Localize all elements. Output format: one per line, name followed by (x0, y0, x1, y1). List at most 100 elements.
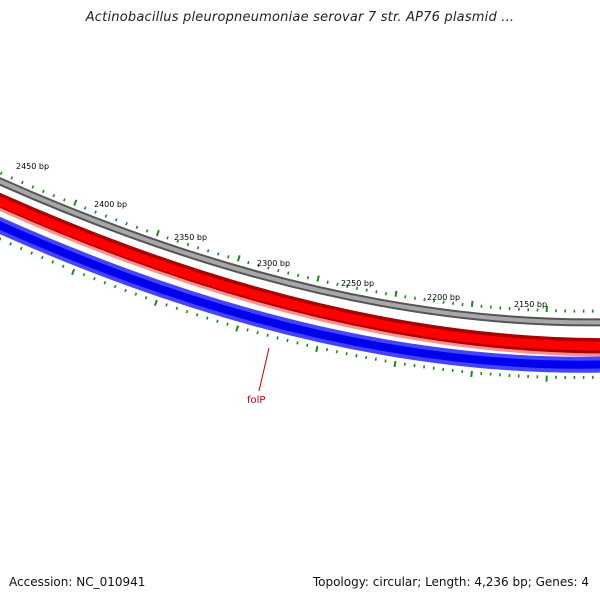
tick-mark (10, 176, 14, 180)
accession-text: Accession: NC_010941 (9, 575, 146, 589)
gene-pointer-folP (258, 347, 270, 392)
tick-mark (404, 295, 407, 299)
tick-mark (71, 268, 76, 276)
tick-label-2200: 2200 bp (427, 293, 460, 302)
tick-mark (176, 239, 179, 243)
tick-label-2450: 2450 bp (16, 162, 49, 171)
tick-mark (365, 355, 368, 360)
tick-mark (9, 242, 12, 246)
tick-mark (73, 199, 78, 206)
tick-mark (125, 221, 128, 226)
tick-mark (40, 255, 44, 260)
tick-mark (315, 345, 319, 353)
tick-mark (355, 286, 359, 290)
forward-strand-track (0, 192, 600, 357)
tick-mark (256, 330, 259, 335)
tick-mark (297, 273, 300, 278)
tick-mark (266, 333, 269, 338)
tick-mark (166, 236, 169, 240)
tick-mark (186, 242, 190, 247)
tick-mark (326, 280, 329, 284)
tick-mark (124, 288, 127, 293)
tick-mark (114, 218, 118, 222)
tick-mark (403, 362, 406, 366)
tick-label-2400: 2400 bp (94, 200, 127, 209)
tick-label-2350: 2350 bp (174, 233, 207, 242)
tick-mark (346, 284, 349, 288)
tick-mark (206, 316, 209, 320)
tick-mark (144, 296, 148, 300)
tick-mark (277, 268, 280, 273)
inner-ticks (0, 237, 594, 382)
tick-mark (217, 252, 220, 256)
tick-mark (82, 273, 86, 277)
tick-mark (306, 343, 309, 347)
summary-text: Topology: circular; Length: 4,236 bp; Ge… (312, 575, 589, 589)
tick-mark (365, 288, 368, 292)
tick-mark (51, 260, 55, 264)
tick-mark (267, 266, 270, 270)
tick-mark (185, 309, 189, 314)
tick-mark (165, 303, 168, 307)
tick-mark (470, 300, 474, 307)
tick-mark (21, 180, 24, 185)
backbone-track (0, 177, 600, 327)
tick-mark (175, 306, 179, 310)
outer-ticks (0, 171, 594, 313)
tick-mark (276, 336, 279, 340)
tick-mark (235, 325, 239, 332)
tick-mark (316, 275, 320, 282)
tick-mark (247, 260, 250, 265)
tick-mark (30, 251, 34, 255)
tick-mark (325, 348, 329, 352)
tick-mark (394, 290, 398, 297)
tick-mark (257, 263, 260, 268)
tick-mark (94, 210, 97, 214)
tick-mark (385, 291, 388, 296)
tick-mark (206, 249, 210, 253)
tick-mark (470, 370, 473, 378)
tick-label-2300: 2300 bp (257, 259, 290, 268)
tick-mark (19, 246, 23, 251)
tick-mark (393, 360, 397, 368)
tick-mark (113, 284, 117, 289)
tick-mark (345, 352, 348, 356)
tick-mark (216, 319, 219, 323)
tick-mark (335, 350, 338, 354)
tick-mark (195, 313, 199, 317)
tick-mark (355, 354, 358, 358)
tick-mark (246, 328, 249, 332)
tick-mark (52, 194, 56, 198)
tick-mark (31, 185, 35, 189)
tick-mark (306, 276, 310, 280)
tick-label-2250: 2250 bp (341, 279, 374, 288)
gene-label-folP[interactable]: folP (247, 395, 265, 406)
tick-mark (196, 246, 200, 250)
tick-mark (287, 271, 290, 275)
tick-mark (237, 255, 241, 262)
tick-mark (103, 281, 107, 285)
tick-label-2150: 2150 bp (514, 300, 547, 309)
tick-mark (61, 264, 65, 269)
tick-mark (226, 322, 229, 326)
tick-mark (286, 338, 289, 343)
reverse-strand-track (0, 216, 600, 373)
tick-mark (104, 214, 108, 218)
tick-mark (83, 206, 87, 210)
tick-mark (134, 292, 138, 296)
tick-mark (145, 229, 149, 233)
tick-mark (413, 296, 416, 300)
tick-mark (227, 255, 230, 259)
tick-mark (374, 357, 377, 361)
tick-mark (42, 189, 45, 194)
tick-mark (0, 171, 3, 176)
tick-mark (296, 341, 299, 345)
tick-mark (375, 290, 378, 294)
tick-mark (63, 198, 66, 202)
tick-mark (93, 277, 96, 281)
map-title: Actinobacillus pleuropneumoniae serovar … (85, 10, 515, 25)
tick-mark (336, 282, 339, 286)
tick-mark (155, 229, 160, 237)
tick-mark (384, 359, 387, 363)
tick-mark (0, 237, 2, 241)
